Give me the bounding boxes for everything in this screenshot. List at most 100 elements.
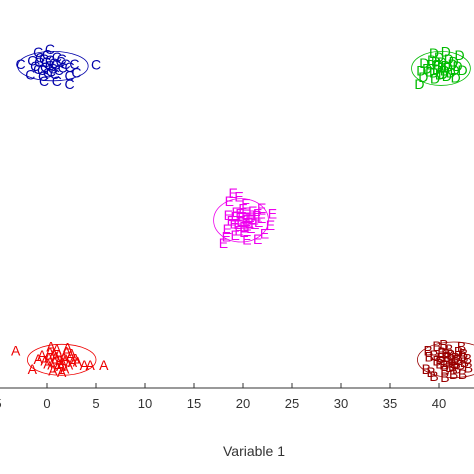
- data-point-c: C: [39, 73, 49, 89]
- data-point-a: A: [71, 350, 81, 366]
- data-point-a: A: [37, 347, 47, 363]
- data-point-a: A: [61, 351, 71, 367]
- data-point-b: B: [432, 353, 441, 369]
- data-point-a: A: [52, 341, 62, 357]
- data-point-c: C: [58, 60, 68, 76]
- x-tick-label: 35: [383, 396, 397, 411]
- data-point-b: B: [426, 364, 435, 380]
- data-point-b: B: [450, 355, 459, 371]
- data-point-d: D: [444, 51, 454, 67]
- data-point-d: D: [450, 62, 460, 78]
- data-point-d: D: [427, 52, 437, 68]
- data-point-d: D: [433, 57, 443, 73]
- data-point-a: A: [85, 357, 95, 373]
- data-point-b: B: [436, 349, 445, 365]
- data-point-d: D: [434, 49, 444, 65]
- data-point-c: C: [34, 54, 44, 70]
- data-point-a: A: [54, 346, 64, 362]
- data-point-a: A: [63, 339, 73, 355]
- data-point-c: C: [42, 46, 52, 62]
- data-point-c: C: [46, 64, 56, 80]
- data-point-d: D: [419, 55, 429, 71]
- data-point-a: A: [58, 355, 68, 371]
- x-tick-label: 5: [0, 396, 2, 411]
- data-point-e: E: [236, 213, 245, 229]
- data-point-a: A: [60, 360, 70, 376]
- data-point-e: E: [248, 203, 257, 219]
- data-point-e: E: [253, 205, 262, 221]
- data-point-b: B: [439, 356, 448, 372]
- data-point-b: B: [448, 358, 457, 374]
- data-point-b: B: [446, 346, 455, 362]
- data-point-e: E: [235, 205, 244, 221]
- data-point-e: E: [230, 215, 239, 231]
- data-point-c: C: [38, 68, 48, 84]
- data-point-e: E: [244, 215, 253, 231]
- data-point-d: D: [441, 43, 451, 59]
- data-point-c: C: [40, 59, 50, 75]
- data-point-c: C: [33, 44, 43, 60]
- data-point-b: B: [424, 343, 433, 359]
- data-point-e: E: [260, 225, 269, 241]
- data-point-b: B: [425, 349, 434, 365]
- data-point-c: C: [50, 66, 60, 82]
- data-point-b: B: [456, 356, 465, 372]
- data-point-b: B: [449, 366, 458, 382]
- data-point-c: C: [27, 53, 37, 69]
- data-point-c: C: [33, 61, 43, 77]
- data-point-c: C: [45, 41, 55, 57]
- data-point-a: A: [68, 354, 78, 370]
- data-point-a: A: [53, 359, 63, 375]
- data-point-e: E: [230, 227, 239, 243]
- data-point-e: E: [247, 211, 256, 227]
- data-point-a: A: [43, 356, 53, 372]
- data-point-a: A: [57, 364, 67, 380]
- data-point-d: D: [429, 45, 439, 61]
- data-point-b: B: [432, 338, 441, 354]
- data-point-b: B: [458, 366, 467, 382]
- data-point-e: E: [266, 217, 275, 233]
- data-point-c: C: [52, 49, 62, 65]
- data-point-e: E: [254, 214, 263, 230]
- data-point-e: E: [224, 207, 233, 223]
- data-point-e: E: [239, 224, 248, 240]
- data-point-e: E: [250, 216, 259, 232]
- data-point-c: C: [39, 51, 49, 67]
- data-point-c: C: [52, 73, 62, 89]
- data-point-d: D: [443, 59, 453, 75]
- data-point-a: A: [73, 353, 83, 369]
- cluster-ellipse-c: [17, 50, 89, 82]
- data-point-e: E: [229, 185, 238, 201]
- data-point-b: B: [464, 360, 473, 376]
- data-point-e: E: [241, 195, 250, 211]
- data-point-b: B: [453, 351, 462, 367]
- data-point-d: D: [448, 56, 458, 72]
- x-tick-label: 15: [187, 396, 201, 411]
- data-point-b: B: [443, 349, 452, 365]
- data-point-c: C: [71, 64, 81, 80]
- data-point-b: B: [452, 360, 461, 376]
- data-point-c: C: [15, 56, 25, 72]
- data-point-b: B: [445, 359, 454, 375]
- x-tick-label: 20: [236, 396, 250, 411]
- data-point-c: C: [64, 76, 74, 92]
- data-point-c: C: [56, 53, 66, 69]
- data-point-d: D: [442, 68, 452, 84]
- data-point-a: A: [11, 343, 21, 359]
- data-point-c: C: [30, 58, 40, 74]
- data-point-a: A: [55, 352, 65, 368]
- data-point-c: C: [25, 67, 35, 83]
- data-point-e: E: [233, 216, 242, 232]
- data-point-b: B: [437, 344, 446, 360]
- x-axis-ticks: 5 0 5 10 15 20 25 30 35 40: [0, 383, 446, 411]
- data-point-d: D: [441, 57, 451, 73]
- x-tick-label: 30: [334, 396, 348, 411]
- data-point-e: E: [222, 229, 231, 245]
- data-point-a: A: [45, 344, 55, 360]
- data-point-e: E: [219, 235, 228, 251]
- data-point-a: A: [50, 353, 60, 369]
- data-point-b: B: [463, 350, 472, 366]
- data-point-c: C: [64, 67, 74, 83]
- data-point-b: B: [435, 356, 444, 372]
